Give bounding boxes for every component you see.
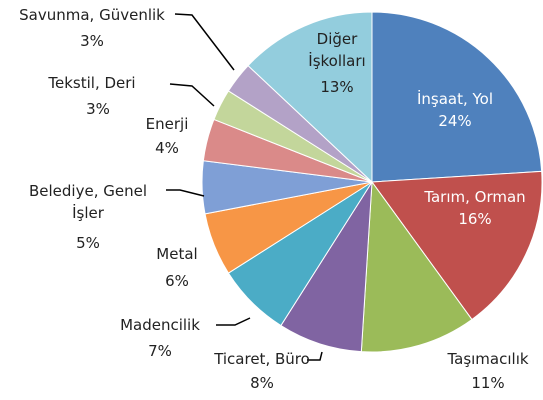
- percent-label: 11%: [471, 374, 505, 392]
- category-label: Taşımacılık: [447, 350, 529, 368]
- category-label: Tekstil, Deri: [48, 74, 136, 92]
- category-label: Ticaret, Büro: [214, 350, 310, 368]
- percent-label: 3%: [86, 100, 110, 118]
- category-label: Madencilik: [120, 316, 200, 334]
- percent-label: 8%: [250, 374, 274, 392]
- category-label: Savunma, Güvenlik: [19, 6, 165, 24]
- category-label: Belediye, Genel İşler: [28, 182, 147, 222]
- category-label: Enerji: [145, 115, 189, 133]
- percent-label: 24%: [438, 112, 472, 130]
- category-label: Diğer İşkolları: [308, 30, 366, 70]
- category-label: İnşaat, Yol: [416, 90, 494, 108]
- percent-label: 13%: [320, 78, 354, 96]
- leader-line: [166, 189, 205, 197]
- leader-line: [216, 317, 251, 326]
- pie-slice: [247, 11, 373, 184]
- pie-slice: [371, 170, 543, 321]
- percent-label: 3%: [80, 32, 104, 50]
- pie-slice: [360, 180, 473, 353]
- percent-label: 7%: [148, 342, 172, 360]
- percent-label: 16%: [458, 210, 492, 228]
- leader-line: [169, 83, 215, 107]
- category-label: Metal: [156, 245, 198, 263]
- category-label: Tarım, Orman: [424, 188, 526, 206]
- pie-slice: [371, 11, 543, 183]
- leader-line: [307, 351, 323, 361]
- leader-line: [174, 13, 235, 71]
- percent-label: 4%: [155, 139, 179, 157]
- percent-label: 5%: [76, 234, 100, 252]
- percent-label: 6%: [165, 272, 189, 290]
